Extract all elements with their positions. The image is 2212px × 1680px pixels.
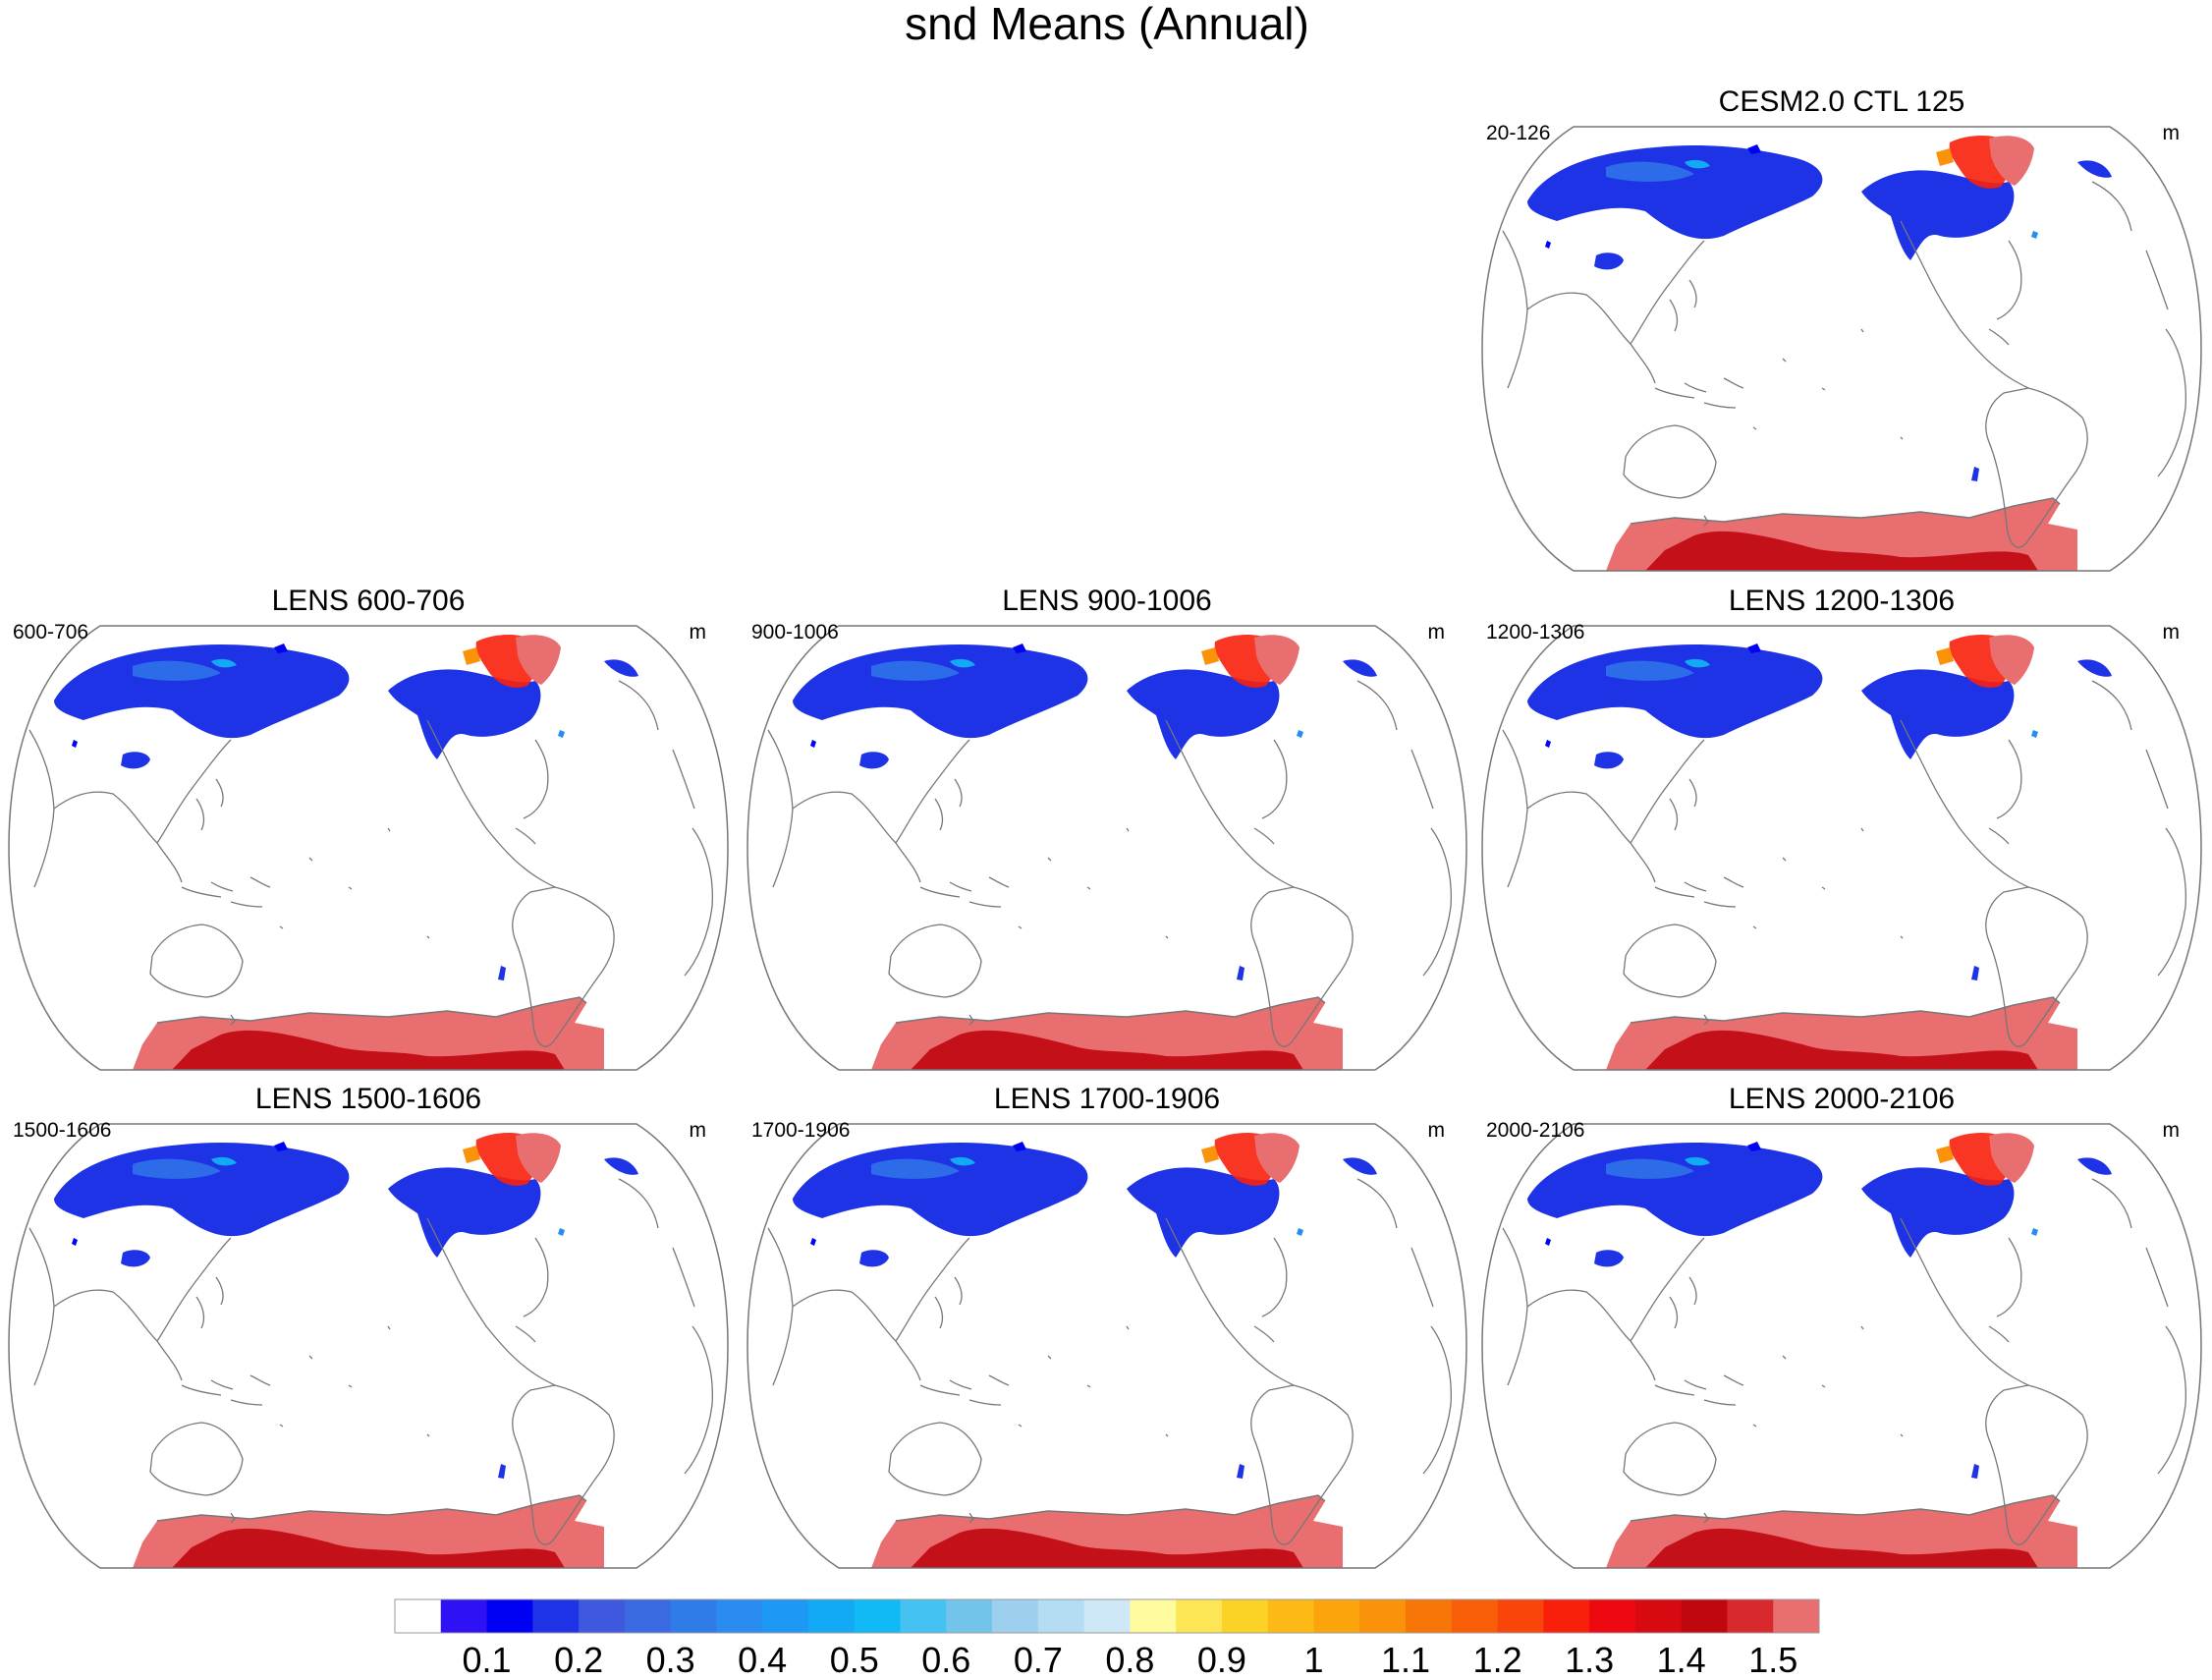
map-panel: CESM2.0 CTL 125 20-126 m — [1482, 85, 2201, 571]
colorbar-tick-label: 0.4 — [738, 1640, 787, 1680]
colorbar-tick-label: 0.7 — [1014, 1640, 1063, 1680]
map-globe — [9, 626, 728, 1070]
panel-units-label: m — [690, 1119, 707, 1142]
panel-units-label: m — [2163, 122, 2181, 144]
colorbar-swatch — [1130, 1599, 1177, 1633]
colorbar-swatch — [807, 1599, 856, 1633]
colorbar-swatch — [1451, 1599, 1499, 1633]
panel-left-label: 20-126 — [1486, 122, 1550, 144]
panel-units-label: m — [2163, 621, 2181, 644]
panel-units-label: m — [1428, 1119, 1446, 1142]
colorbar-tick-label: 1.3 — [1565, 1640, 1614, 1680]
colorbar-tick-label: 0.6 — [921, 1640, 970, 1680]
panel-left-label: 1700-1906 — [751, 1119, 850, 1142]
colorbar-swatch — [1543, 1599, 1590, 1633]
panel-title: LENS 1200-1306 — [1729, 585, 1955, 617]
colorbar-tick-label: 0.1 — [463, 1640, 512, 1680]
panel-left-label: 2000-2106 — [1486, 1119, 1584, 1142]
panel-left-label: 1500-1606 — [13, 1119, 111, 1142]
colorbar-swatch — [1773, 1599, 1820, 1633]
colorbar-tick-label: 1.5 — [1748, 1640, 1797, 1680]
map-panel: LENS 1200-1306 1200-1306 m — [1482, 585, 2201, 1070]
colorbar-swatch — [395, 1599, 442, 1633]
colorbar-tick-label: 0.5 — [830, 1640, 879, 1680]
panel-units-label: m — [690, 621, 707, 644]
map-panels: CESM2.0 CTL 125 20-126 m LENS 600-706 600-70… — [9, 85, 2201, 1568]
panel-units-label: m — [1428, 621, 1446, 644]
colorbar-swatch — [1313, 1599, 1360, 1633]
colorbar-tick-label: 0.2 — [554, 1640, 603, 1680]
panel-title: CESM2.0 CTL 125 — [1719, 85, 1965, 118]
map-globe — [1482, 127, 2201, 571]
panel-title: LENS 600-706 — [272, 585, 466, 617]
map-globe — [747, 1124, 1466, 1568]
panel-title: LENS 1500-1606 — [255, 1083, 481, 1115]
colorbar-swatch — [1083, 1599, 1131, 1633]
map-globe — [9, 1124, 728, 1568]
colorbar-swatch — [486, 1599, 533, 1633]
colorbar-swatch — [1727, 1599, 1774, 1633]
panel-left-label: 600-706 — [13, 621, 88, 644]
colorbar-tick-label: 1 — [1303, 1640, 1323, 1680]
colorbar-swatch — [946, 1599, 993, 1633]
colorbar-tick-label: 0.3 — [646, 1640, 695, 1680]
chart-title: snd Means (Annual) — [905, 0, 1309, 49]
colorbar-swatch — [1176, 1599, 1223, 1633]
colorbar-swatch — [1359, 1599, 1407, 1633]
panel-title: LENS 2000-2106 — [1729, 1083, 1955, 1115]
colorbar-swatch — [532, 1599, 580, 1633]
colorbar-frame — [394, 1598, 1820, 1634]
colorbar-swatch — [992, 1599, 1039, 1633]
colorbar-tick-label: 1.1 — [1381, 1640, 1430, 1680]
map-panel: LENS 1500-1606 1500-1606 m — [9, 1083, 728, 1568]
colorbar-swatch — [579, 1599, 626, 1633]
colorbar-swatch — [1221, 1599, 1269, 1633]
colorbar-swatch — [716, 1599, 763, 1633]
colorbar-swatch — [670, 1599, 717, 1633]
map-panel: LENS 1700-1906 1700-1906 m — [747, 1083, 1466, 1568]
colorbar-swatch — [1681, 1599, 1728, 1633]
colorbar-swatch — [1589, 1599, 1636, 1633]
panel-title: LENS 900-1006 — [1002, 585, 1212, 617]
panel-left-label: 1200-1306 — [1486, 621, 1584, 644]
colorbar-tick-label: 1.2 — [1473, 1640, 1522, 1680]
panel-title: LENS 1700-1906 — [994, 1083, 1220, 1115]
colorbar-swatch — [1267, 1599, 1314, 1633]
panel-left-label: 900-1006 — [751, 621, 839, 644]
colorbar-swatch — [624, 1599, 672, 1633]
colorbar-swatch — [1037, 1599, 1085, 1633]
colorbar: 0.1 0.2 0.3 0.4 0.5 0.6 0.7 0.8 0.9 1 1.1 1.2 1.3 1.4… — [394, 1598, 1820, 1680]
map-globe — [747, 626, 1466, 1070]
colorbar-tick-label: 0.9 — [1197, 1640, 1246, 1680]
colorbar-swatch — [440, 1599, 488, 1633]
colorbar-swatch — [900, 1599, 947, 1633]
map-panel: LENS 900-1006 900-1006 m — [747, 585, 1466, 1070]
colorbar-swatch — [1497, 1599, 1544, 1633]
map-panel: LENS 600-706 600-706 m — [9, 585, 728, 1070]
panel-units-label: m — [2163, 1119, 2181, 1142]
colorbar-swatch — [854, 1599, 902, 1633]
colorbar-tick-label: 1.4 — [1657, 1640, 1706, 1680]
map-panel: LENS 2000-2106 2000-2106 m — [1482, 1083, 2201, 1568]
map-globe — [1482, 626, 2201, 1070]
map-globe — [1482, 1124, 2201, 1568]
colorbar-tick-label: 0.8 — [1105, 1640, 1154, 1680]
colorbar-swatch — [1634, 1599, 1683, 1633]
colorbar-swatch — [1406, 1599, 1453, 1633]
colorbar-swatch — [762, 1599, 809, 1633]
